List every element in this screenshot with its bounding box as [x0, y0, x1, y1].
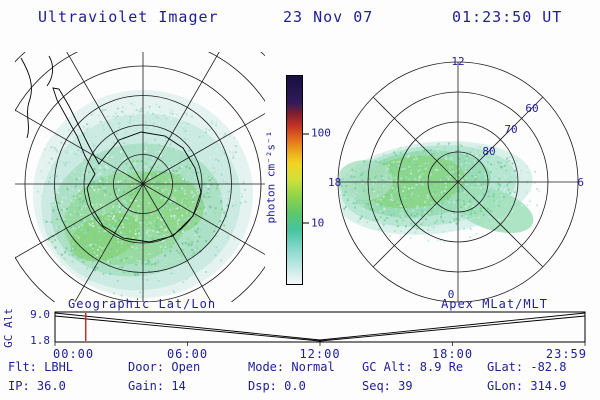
colorbar	[286, 75, 303, 285]
status-gain: Gain: 14	[128, 379, 186, 393]
ytick-1.8: 1.8	[30, 334, 50, 347]
ytick-9: 9.0	[30, 308, 50, 321]
coastline-fragment	[46, 55, 54, 87]
timeline-xtick: 18:00	[432, 347, 473, 361]
status-mode: Mode: Normal	[248, 360, 335, 374]
status-gc-alt: GC Alt: 8.9 Re	[362, 360, 464, 374]
colorbar-ticks: 100 10	[301, 75, 343, 283]
timeline-xtick: 06:00	[167, 347, 208, 361]
colorbar-tick: 10	[301, 216, 325, 230]
mlt-label-18: 18	[328, 176, 341, 189]
magnetic-map-panel: 12 18 6 0 60 70 80	[328, 55, 584, 303]
map-grid-magnetic	[337, 61, 579, 303]
antarctica-coastline	[52, 87, 202, 243]
right-panel-caption: Apex MLat/MLT	[441, 297, 548, 311]
mlt-label-12: 12	[451, 55, 464, 68]
mlt-label-0: 0	[448, 288, 455, 301]
timeline-box	[54, 311, 586, 343]
timeline-xtick: 23:59	[546, 347, 587, 361]
status-ip: IP: 36.0	[8, 379, 66, 393]
timeline-xtick: 12:00	[299, 347, 340, 361]
colorbar-tick: 100	[302, 126, 331, 140]
header-date: 23 Nov 07	[283, 8, 374, 26]
coastline-fragment	[20, 57, 32, 139]
mlat-label-70: 70	[504, 123, 517, 136]
status-glon: GLon: 314.9	[487, 379, 567, 393]
status-flt: Flt: LBHL	[8, 360, 74, 374]
app-title: Ultraviolet Imager	[38, 8, 219, 26]
colorbar-label: photon cm⁻²s⁻¹	[264, 130, 278, 224]
status-glat: GLat: -82.8	[487, 360, 567, 374]
timeline-panel: Geographic Lat/Lon Apex MLat/MLT 9.0 1.8…	[2, 297, 587, 361]
map-grid-geographic	[15, 52, 265, 302]
timeline-ylabel: GC Alt	[2, 308, 15, 348]
gc-alt-curve-lower	[54, 315, 586, 342]
status-door: Door: Open	[128, 360, 201, 374]
gc-alt-curve	[54, 312, 586, 341]
status-seq: Seq: 39	[362, 379, 413, 393]
mlat-label-60: 60	[525, 102, 538, 115]
timeline-xticks: 00:00 06:00 12:00 18:00 23:59	[53, 342, 587, 361]
uv-emission-data-geographic	[33, 90, 253, 299]
status-dsp: Dsp: 0.0	[248, 379, 306, 393]
mlt-label-6: 6	[577, 176, 584, 189]
header-time: 01:23:50 UT	[452, 8, 563, 26]
mlat-label-80: 80	[482, 145, 495, 158]
left-panel-caption: Geographic Lat/Lon	[68, 297, 216, 311]
uv-emission-data-magnetic	[339, 141, 541, 243]
timeline-xtick: 00:00	[53, 347, 94, 361]
geographic-map-panel	[15, 52, 265, 302]
